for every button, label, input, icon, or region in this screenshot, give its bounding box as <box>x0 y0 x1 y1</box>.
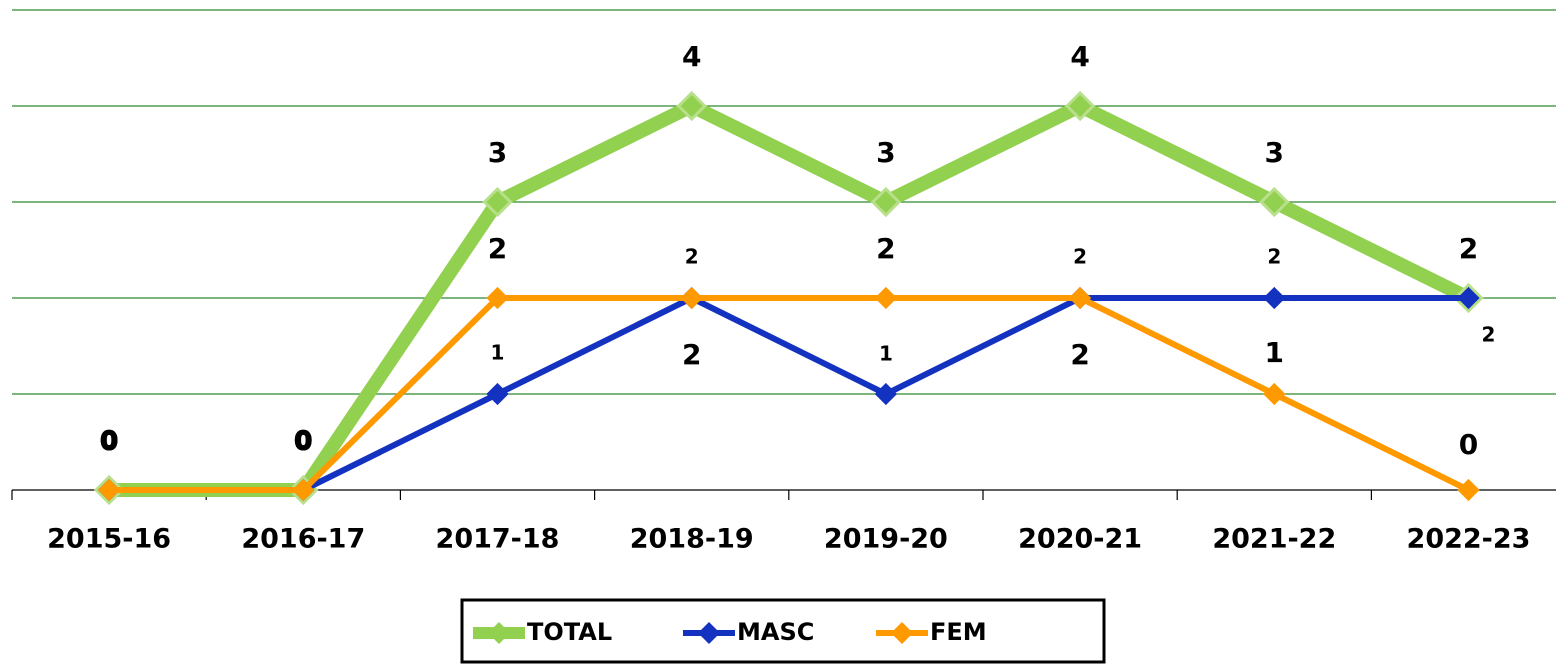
legend-label: TOTAL <box>527 618 612 646</box>
marker <box>292 478 315 502</box>
marker <box>482 186 513 218</box>
marker <box>676 90 707 122</box>
data-label: 0 <box>294 424 313 457</box>
series-line <box>109 295 1470 493</box>
x-tick-label: 2022-23 <box>1407 524 1531 555</box>
data-label: 1 <box>1265 336 1284 369</box>
marker <box>680 286 703 310</box>
data-label: 3 <box>1265 136 1284 169</box>
data-label: 1 <box>491 341 505 365</box>
legend-marker <box>891 622 913 644</box>
legend-label: MASC <box>737 618 814 646</box>
data-label: 4 <box>682 40 701 73</box>
data-label: 0 <box>99 424 118 457</box>
x-tick-label: 2015-16 <box>47 524 171 555</box>
data-label: 3 <box>876 136 895 169</box>
legend-box <box>460 598 1106 664</box>
legend-marker <box>488 622 510 644</box>
data-label: 2 <box>1073 245 1087 269</box>
marker <box>486 286 509 310</box>
data-label: 0 <box>102 429 116 453</box>
data-label: 2 <box>488 232 507 265</box>
data-label: 2 <box>1482 323 1496 347</box>
marker <box>874 286 898 310</box>
marker <box>1064 90 1096 122</box>
marker <box>874 382 898 406</box>
data-label: 2 <box>1070 338 1089 371</box>
series-line <box>109 295 1469 493</box>
data-label: 2 <box>1267 245 1281 269</box>
data-label: 3 <box>488 136 507 169</box>
data-label: 2 <box>682 338 701 371</box>
marker <box>1457 286 1480 310</box>
marker <box>97 478 121 502</box>
marker <box>1263 286 1286 310</box>
marker <box>1068 286 1092 310</box>
marker <box>1259 186 1290 218</box>
data-label: 0 <box>1459 428 1478 461</box>
x-tick-label: 2019-20 <box>824 524 948 555</box>
x-tick-label: 2017-18 <box>436 524 560 555</box>
data-label: 2 <box>876 232 895 265</box>
data-label: 0 <box>296 429 310 453</box>
marker <box>486 382 509 406</box>
x-tick-label: 2021-22 <box>1212 524 1336 555</box>
data-label: 2 <box>1459 232 1478 265</box>
series-line <box>109 99 1472 497</box>
marker <box>870 186 902 218</box>
data-label: 2 <box>685 245 699 269</box>
x-tick-label: 2016-17 <box>241 524 365 555</box>
x-tick-label: 2020-21 <box>1018 524 1142 555</box>
legend-marker <box>698 622 720 644</box>
x-tick-label: 2018-19 <box>630 524 754 555</box>
data-label: 1 <box>879 342 893 366</box>
marker <box>1457 478 1480 502</box>
legend-label: FEM <box>930 618 987 646</box>
data-label: 4 <box>1070 40 1089 73</box>
data-label: 0 <box>294 424 313 457</box>
marker <box>1263 382 1286 406</box>
data-label: 0 <box>99 424 118 457</box>
